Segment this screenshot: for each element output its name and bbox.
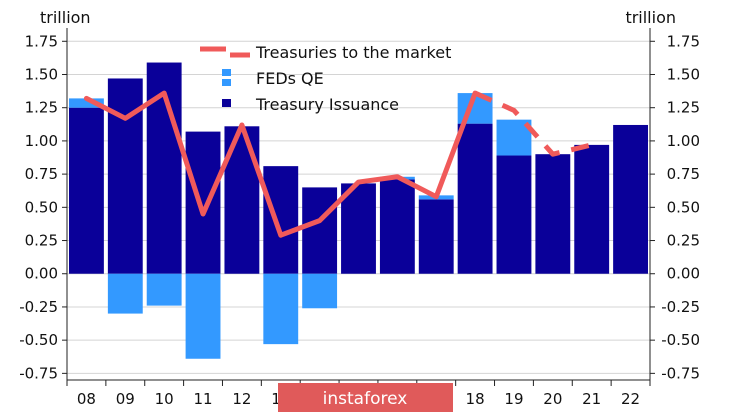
- bars: [69, 62, 648, 359]
- legend-label-feds-qe: FEDs QE: [256, 69, 324, 88]
- y-tick-label: 1.25: [667, 99, 700, 117]
- bar-feds-qe: [69, 98, 104, 108]
- x-tick-label: 08: [77, 390, 96, 408]
- y-tick-label: -0.25: [661, 298, 700, 316]
- x-tick-label: 22: [621, 390, 640, 408]
- bar-treasury-issuance: [302, 187, 338, 274]
- bar-treasury-issuance: [418, 199, 454, 274]
- y-tick-label: -0.25: [19, 298, 58, 316]
- bar-treasury-issuance: [341, 183, 376, 274]
- y-tick-label: -0.50: [19, 331, 58, 349]
- y-tick-label: -0.75: [661, 364, 700, 382]
- y-tick-label: 0.25: [667, 232, 700, 250]
- legend-swatch-feds-qe: [222, 69, 231, 76]
- watermark-background: [278, 383, 453, 412]
- y-tick-label: 0.50: [667, 198, 700, 216]
- x-tick-label: 20: [543, 390, 562, 408]
- y-tick-labels-right: 1.75 1.50 1.25 1.00 0.75 0.50 0.25 0.00 -0.25 -0.…: [661, 32, 700, 382]
- bar-treasury-issuance: [379, 179, 415, 274]
- y-tick-label: 0.75: [667, 165, 700, 183]
- axes: [66, 28, 651, 381]
- legend-item-feds-qe: FEDs QE: [222, 69, 324, 88]
- line-treasuries-dashed: [474, 90, 593, 157]
- watermark: instaforex: [278, 383, 453, 412]
- legend-label-treasuries: Treasuries to the market: [255, 43, 451, 62]
- unit-label-left: trillion: [40, 8, 91, 27]
- bar-treasury-issuance: [185, 131, 221, 274]
- legend-swatch-feds-qe-2: [222, 79, 231, 86]
- line-treasuries-solid: [83, 90, 478, 238]
- legend-item-treasuries: Treasuries to the market: [200, 43, 451, 62]
- y-tick-label: 1.75: [667, 32, 700, 50]
- x-tick-label: 18: [466, 390, 485, 408]
- y-tick-label: -0.75: [19, 364, 58, 382]
- y-tick-label: 0.25: [25, 232, 58, 250]
- x-tick-label: 21: [582, 390, 601, 408]
- y-tick-label: 0.50: [25, 198, 58, 216]
- y-tick-label: 1.50: [667, 65, 700, 83]
- y-tick-label: 1.00: [667, 132, 700, 150]
- bar-feds-qe: [263, 273, 299, 345]
- x-tick-label: 11: [193, 390, 212, 408]
- treasuries-line: [83, 90, 593, 238]
- bar-treasury-issuance: [69, 107, 104, 274]
- legend-label-issuance: Treasury Issuance: [255, 95, 399, 114]
- legend-item-issuance: Treasury Issuance: [222, 95, 399, 114]
- bar-treasury-issuance: [535, 154, 571, 274]
- bar-feds-qe: [185, 273, 221, 359]
- bar-feds-qe: [302, 273, 338, 309]
- unit-label-right: trillion: [625, 8, 676, 27]
- y-tick-label: 0.00: [25, 265, 58, 283]
- x-tick-label: 19: [504, 390, 523, 408]
- bar-treasury-issuance: [574, 144, 610, 274]
- bar-feds-qe: [146, 273, 182, 306]
- bar-feds-qe: [107, 273, 143, 314]
- y-tick-label: 1.75: [25, 32, 58, 50]
- bar-treasury-issuance: [263, 166, 299, 274]
- x-tick-label: 10: [155, 390, 174, 408]
- y-tick-label: 1.25: [25, 99, 58, 117]
- legend-swatch-issuance: [222, 99, 231, 107]
- y-tick-label: -0.50: [661, 331, 700, 349]
- x-tick-label: 12: [232, 390, 251, 408]
- bar-treasury-issuance: [496, 155, 532, 274]
- y-tick-label: 1.00: [25, 132, 58, 150]
- y-tick-label: 0.75: [25, 165, 58, 183]
- bar-treasury-issuance: [457, 123, 493, 274]
- y-tick-labels-left: 1.75 1.50 1.25 1.00 0.75 0.50 0.25 0.00 -0.25 -0.…: [19, 32, 58, 382]
- y-tick-label: 0.00: [667, 265, 700, 283]
- bar-treasury-issuance: [613, 124, 648, 274]
- y-tick-label: 1.50: [25, 65, 58, 83]
- legend: Treasuries to the market FEDs QE Treasur…: [200, 43, 451, 114]
- watermark-text: instaforex: [323, 389, 408, 409]
- x-tick-label: 09: [116, 390, 135, 408]
